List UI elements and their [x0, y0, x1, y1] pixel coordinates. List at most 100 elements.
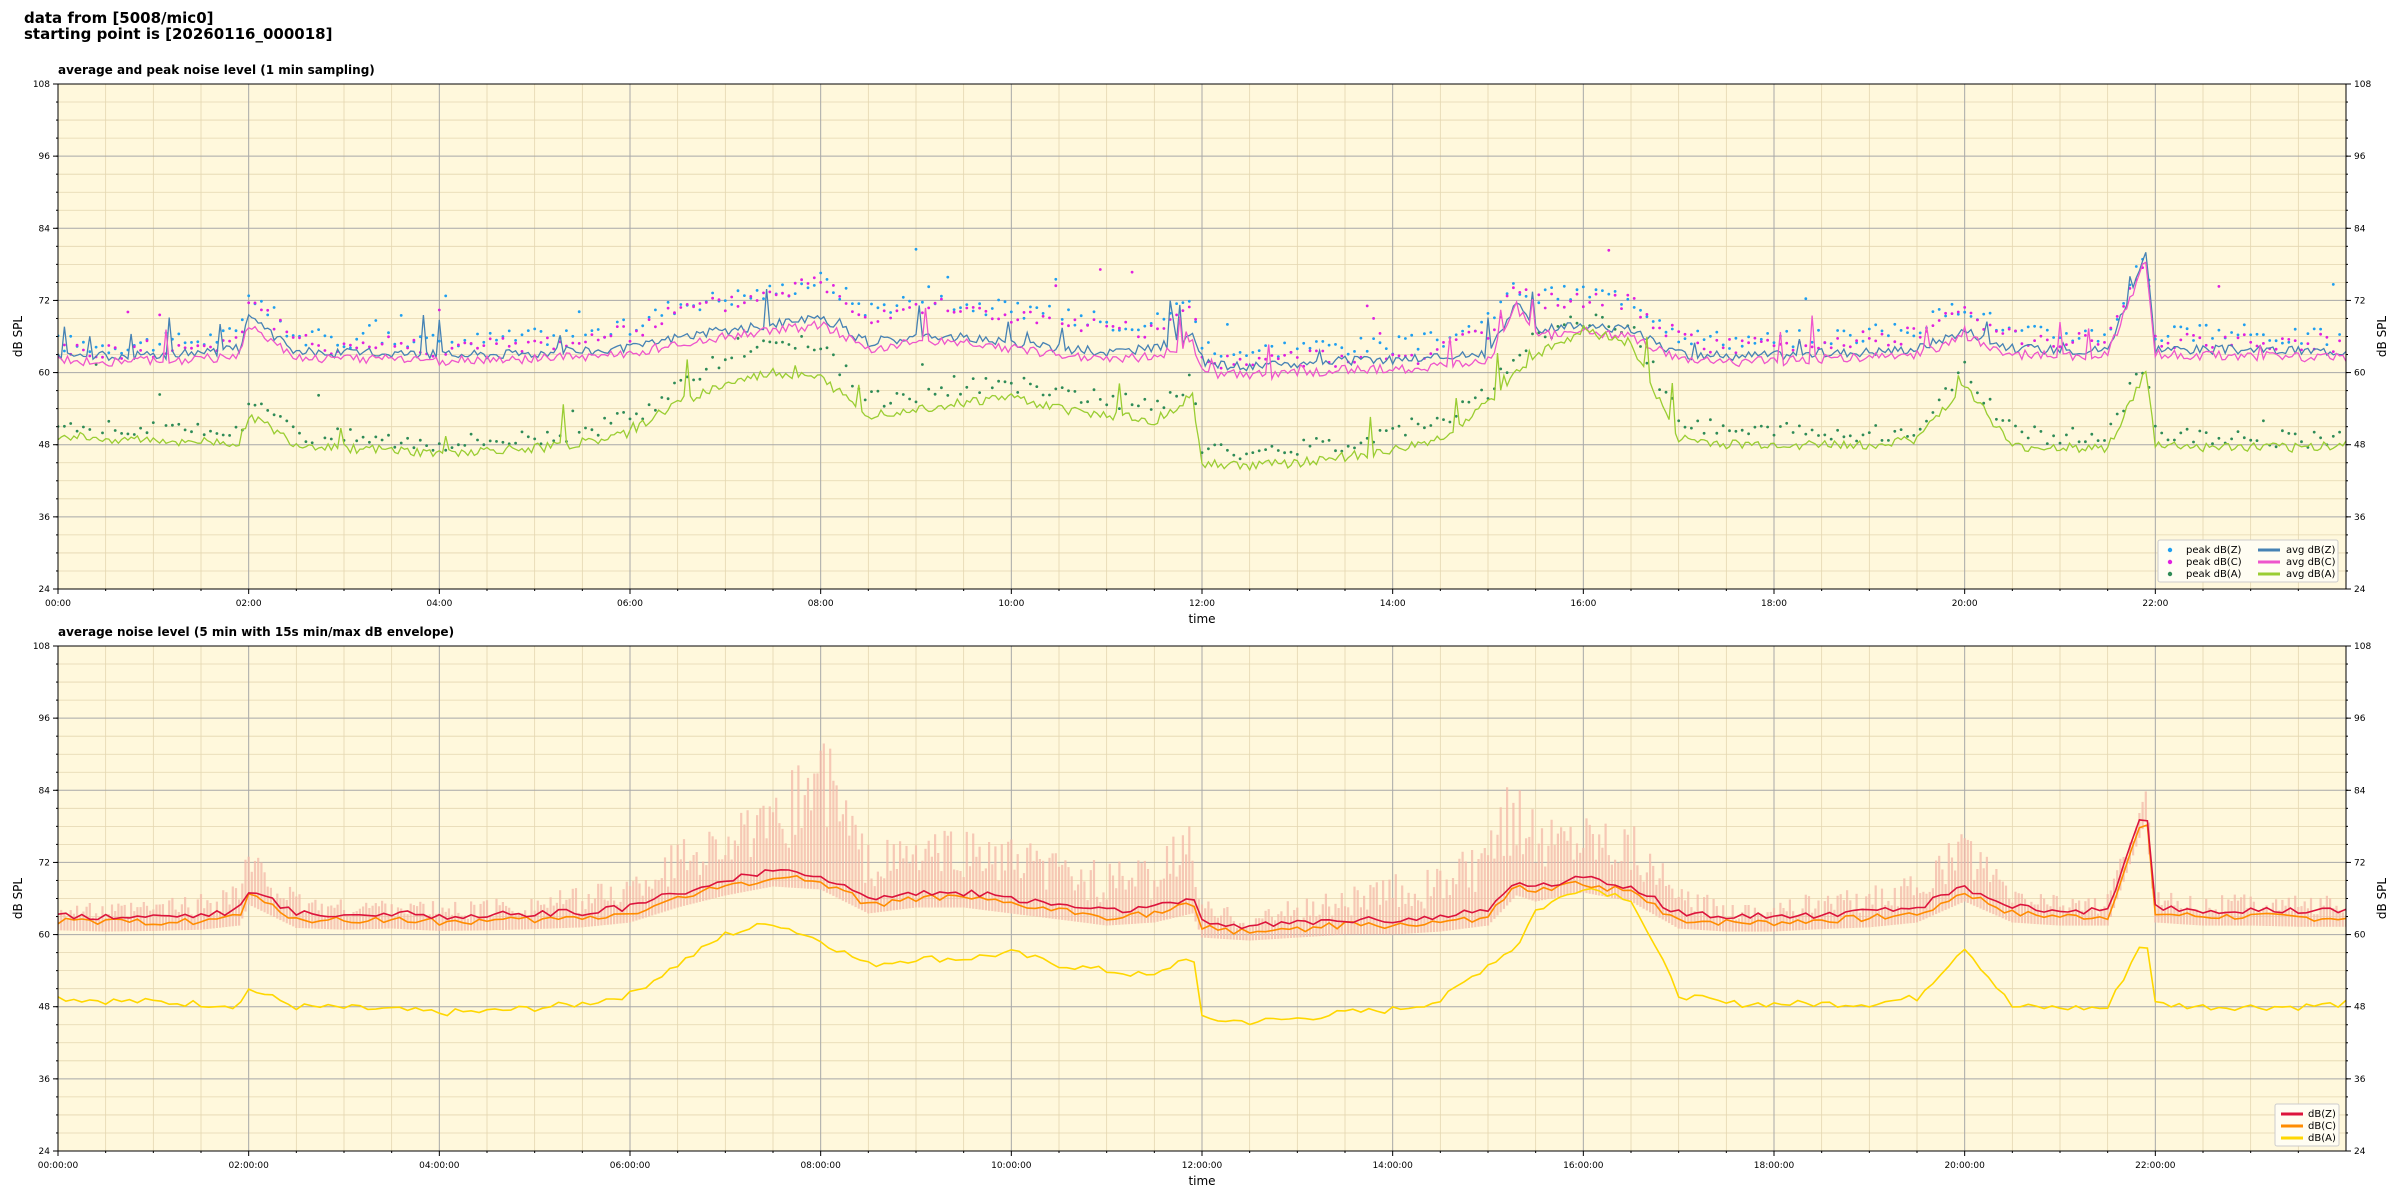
peak-point — [1512, 282, 1515, 285]
peak-point — [2306, 332, 2310, 335]
peak-point — [1346, 444, 1350, 448]
peak-point — [107, 351, 111, 355]
peak-point — [399, 341, 403, 345]
peak-point — [1785, 329, 1789, 333]
peak-point — [514, 441, 517, 445]
peak-point — [806, 282, 810, 285]
x-tick-label: 04:00:00 — [419, 1161, 460, 1171]
peak-point — [1054, 387, 1058, 391]
peak-point — [202, 344, 206, 348]
series-line-dbc — [58, 823, 2346, 935]
peak-point — [1785, 341, 1789, 345]
y-tick-label-left: 60 — [39, 369, 51, 379]
peak-point — [1473, 396, 1477, 400]
peak-point — [857, 313, 861, 317]
peak-point — [1607, 325, 1611, 328]
peak-point — [1556, 297, 1560, 301]
peak-point — [2312, 430, 2316, 434]
peak-point — [2236, 336, 2240, 340]
peak-point — [1931, 324, 1935, 327]
peak-point — [304, 343, 308, 347]
peak-point — [901, 308, 905, 311]
peak-point — [1092, 310, 1096, 314]
peak-point — [63, 424, 66, 428]
peak-point — [1810, 345, 1814, 349]
panel-1-title: average and peak noise level (1 min samp… — [58, 63, 375, 77]
peak-point — [539, 341, 543, 344]
peak-point — [1632, 306, 1636, 309]
peak-point — [2230, 437, 2234, 441]
peak-point — [1683, 337, 1687, 340]
peak-point — [2071, 341, 2075, 344]
peak-point — [1918, 427, 1922, 431]
peak-point — [145, 339, 149, 343]
peak-point — [1575, 288, 1579, 292]
peak-point — [1779, 425, 1782, 428]
peak-point — [1416, 347, 1420, 351]
legend-marker — [2167, 547, 2173, 553]
peak-point — [908, 306, 911, 309]
peak-point — [2198, 429, 2202, 433]
peak-point — [1759, 337, 1763, 341]
peak-point — [507, 442, 511, 446]
peak-point — [2331, 283, 2335, 286]
peak-point — [959, 310, 962, 313]
peak-point — [660, 396, 664, 399]
peak-point — [1016, 318, 1020, 322]
peak-point — [1098, 320, 1102, 324]
peak-point — [1124, 392, 1128, 396]
peak-point — [1404, 337, 1407, 340]
series-line-avgdbz — [58, 252, 2346, 372]
peak-point — [933, 301, 937, 305]
peak-point — [1709, 350, 1712, 354]
peak-point — [1906, 326, 1909, 330]
peak-point — [1620, 307, 1623, 310]
peak-point — [1232, 453, 1236, 457]
peak-point — [126, 432, 130, 436]
peak-point — [399, 314, 403, 317]
peak-point — [1817, 434, 1820, 437]
peak-point — [1518, 293, 1522, 296]
peak-point — [1658, 319, 1661, 322]
peak-point — [679, 378, 683, 382]
peak-point — [1696, 341, 1700, 345]
peak-point — [698, 308, 702, 312]
peak-point — [2179, 338, 2183, 342]
peak-point — [2274, 347, 2278, 351]
y-tick-label-left: 96 — [39, 152, 51, 162]
peak-point — [1060, 386, 1064, 389]
peak-point — [1404, 433, 1407, 437]
peak-point — [1448, 420, 1452, 424]
peak-point — [978, 302, 981, 306]
peak-point — [2115, 318, 2119, 321]
peak-point — [1798, 329, 1801, 332]
peak-point — [1238, 351, 1242, 354]
peak-point — [2255, 344, 2259, 348]
peak-point — [577, 430, 581, 434]
peak-point — [635, 412, 638, 416]
peak-point — [2230, 331, 2234, 334]
peak-point — [151, 348, 155, 352]
peak-point — [107, 344, 111, 347]
peak-point — [101, 355, 104, 359]
y-tick-label-left: 84 — [39, 224, 51, 234]
peak-point — [1829, 342, 1833, 346]
peak-point — [1524, 294, 1528, 298]
peak-point — [2185, 327, 2189, 331]
peak-point — [1168, 391, 1172, 394]
peak-point — [1696, 329, 1700, 333]
peak-point — [412, 446, 416, 450]
peak-point — [298, 336, 301, 340]
y-tick-label-left: 36 — [39, 513, 51, 523]
peak-point — [1391, 427, 1395, 430]
peak-point — [679, 303, 683, 306]
peak-point — [1060, 318, 1064, 321]
peak-point — [1321, 340, 1325, 343]
peak-point — [2096, 343, 2100, 346]
peak-point — [984, 309, 988, 313]
peak-point — [590, 333, 594, 336]
peak-point — [2179, 431, 2183, 435]
peak-point — [1867, 431, 1871, 434]
peak-point — [368, 345, 371, 349]
peak-point — [1887, 439, 1890, 442]
